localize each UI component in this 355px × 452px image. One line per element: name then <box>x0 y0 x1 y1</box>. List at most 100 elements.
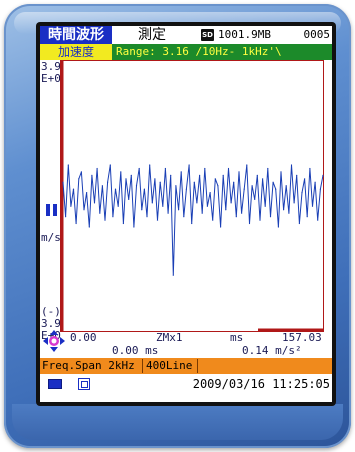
waveform-point <box>162 205 164 207</box>
waveform-point <box>96 167 98 170</box>
waveform-point <box>275 188 277 190</box>
waveform-point <box>212 219 214 221</box>
waveform-point <box>75 222 77 225</box>
device-bottom-edge <box>12 404 343 440</box>
cursor-move-icon[interactable] <box>42 329 66 353</box>
waveform-point <box>311 205 314 207</box>
memory-card-icon <box>78 378 90 390</box>
waveform-point <box>322 174 324 176</box>
waveform-point <box>254 198 256 200</box>
waveform-point <box>122 222 124 225</box>
waveform-point <box>288 212 290 214</box>
waveform-point <box>151 202 153 204</box>
line-count-label[interactable]: 400Line <box>146 359 193 372</box>
x-start-label: 0.00 <box>70 331 97 344</box>
waveform-point <box>154 178 156 180</box>
waveform-point <box>246 164 248 166</box>
sd-card-icon: SD <box>201 29 214 41</box>
waveform-point <box>319 188 321 190</box>
waveform-point <box>269 216 272 218</box>
waveform-point <box>314 181 316 183</box>
waveform-point <box>159 181 161 183</box>
waveform-point <box>135 185 138 187</box>
y-bottom-sign: (-) <box>41 305 61 318</box>
waveform-point <box>120 171 122 173</box>
waveform-point <box>304 178 306 180</box>
waveform-point <box>112 216 114 218</box>
waveform-point <box>248 222 251 225</box>
waveform-point <box>86 192 88 194</box>
waveform-point <box>251 185 253 187</box>
range-setting: Range: 3.16 /10Hz- 1kHz'\ <box>116 45 282 58</box>
waveform-point <box>262 178 264 180</box>
waveform-point <box>214 178 216 180</box>
waveform-point <box>290 164 293 166</box>
x-axis-labels: 0.00 ZMx1 ms 157.03 <box>40 332 332 344</box>
waveform-point <box>80 171 82 173</box>
waveform-point <box>233 181 235 183</box>
waveform-point <box>256 174 258 176</box>
waveform-point <box>280 171 282 173</box>
frequency-settings-bar: Freq.Span 2kHz 400Line <box>40 358 332 374</box>
waveform-point <box>70 205 72 207</box>
waveform-point <box>193 181 195 183</box>
waveform-point <box>230 202 232 204</box>
memory-remaining: 1001.9MB <box>218 28 271 41</box>
waveform-point <box>241 212 243 214</box>
waveform-point <box>217 185 219 187</box>
waveform-point <box>99 212 101 214</box>
waveform-point <box>170 174 172 176</box>
waveform-point <box>199 174 201 176</box>
waveform-point <box>178 209 180 211</box>
x-end-label: 157.03 <box>282 331 322 344</box>
waveform-point <box>133 226 135 228</box>
waveform-point <box>172 274 174 276</box>
waveform-point <box>272 181 274 183</box>
waveform-point <box>83 209 85 211</box>
freq-span-label[interactable]: Freq.Span 2kHz <box>42 359 135 372</box>
waveform-point <box>227 167 230 170</box>
lcd-screen: 時間波形 測定 SD 1001.9MB 0005 加速度 Range: 3.16… <box>40 26 332 402</box>
waveform-point <box>156 219 159 221</box>
waveform-point <box>104 219 106 221</box>
waveform-point <box>72 188 75 190</box>
x-unit-label: ms <box>230 331 244 344</box>
header-status-row: 時間波形 測定 SD 1001.9MB 0005 <box>40 26 332 44</box>
pause-icon[interactable] <box>46 204 60 216</box>
battery-icon <box>48 379 62 389</box>
waveform-point <box>149 164 151 166</box>
waveform-point <box>293 202 295 204</box>
zoom-label[interactable]: ZMx1 <box>156 331 183 344</box>
file-number: 0005 <box>303 28 331 41</box>
waveform-point <box>204 167 206 170</box>
y-top-exponent: E+0 <box>41 72 61 85</box>
waveform-point <box>191 222 193 225</box>
waveform-point <box>201 212 203 214</box>
waveform-point <box>138 167 140 170</box>
waveform-point <box>130 174 132 176</box>
waveform-point <box>88 226 90 228</box>
waveform-point <box>93 202 96 204</box>
waveform-point <box>185 188 187 190</box>
waveform-point <box>309 167 311 170</box>
waveform-series <box>62 164 324 276</box>
waveform-point <box>188 164 190 166</box>
cursor-readout: 0.00 ms 0.14 m/s² <box>40 344 332 358</box>
waveform-point <box>125 178 127 180</box>
waveform-point <box>62 181 64 183</box>
waveform-point <box>146 216 148 218</box>
waveform-point <box>78 178 80 180</box>
waveform-point <box>267 167 269 170</box>
waveform-point <box>296 174 298 176</box>
waveform-point <box>298 222 300 225</box>
waveform-point <box>206 205 208 207</box>
waveform-chart <box>60 60 324 332</box>
mode-label[interactable]: 時間波形 <box>40 26 112 44</box>
waveform-line <box>62 164 324 276</box>
waveform-point <box>243 188 245 190</box>
waveform-point <box>317 219 319 221</box>
waveform-point <box>235 216 237 218</box>
waveform-point <box>143 188 145 190</box>
cursor-value: 0.14 m/s² <box>242 344 302 357</box>
measure-type-label[interactable]: 加速度 <box>40 44 112 60</box>
